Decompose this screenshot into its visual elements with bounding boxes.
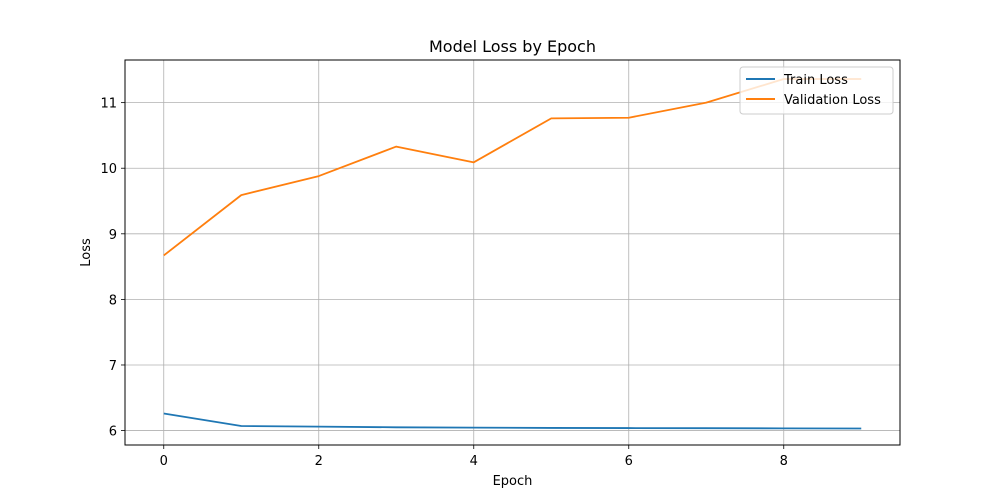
x-tick-label: 8 bbox=[780, 454, 788, 469]
y-tick-label: 10 bbox=[100, 162, 117, 177]
y-tick-label: 9 bbox=[109, 228, 117, 243]
chart-title: Model Loss by Epoch bbox=[429, 37, 596, 56]
grid bbox=[125, 60, 900, 445]
x-tick-label: 2 bbox=[315, 454, 323, 469]
legend-box bbox=[739, 66, 894, 115]
legend: Train Loss Validation Loss bbox=[739, 66, 894, 115]
legend-label-train: Train Loss bbox=[783, 73, 848, 88]
series-lines bbox=[163, 78, 862, 430]
series-line-train-loss bbox=[163, 412, 862, 430]
x-tick-label: 0 bbox=[160, 454, 168, 469]
y-tick-label: 7 bbox=[109, 359, 117, 374]
legend-label-validation: Validation Loss bbox=[784, 93, 881, 108]
x-tick-label: 6 bbox=[625, 454, 633, 469]
y-axis-title: Loss bbox=[79, 238, 94, 267]
axis-ticks: 0 2 4 6 8 6 7 8 9 10 11 bbox=[100, 97, 787, 469]
plot-area-frame bbox=[124, 59, 901, 446]
x-axis-title: Epoch bbox=[493, 474, 533, 489]
y-tick-label: 8 bbox=[109, 293, 117, 308]
y-tick-label: 6 bbox=[109, 425, 117, 440]
x-tick-label: 4 bbox=[470, 454, 478, 469]
y-tick-label: 11 bbox=[100, 97, 117, 112]
